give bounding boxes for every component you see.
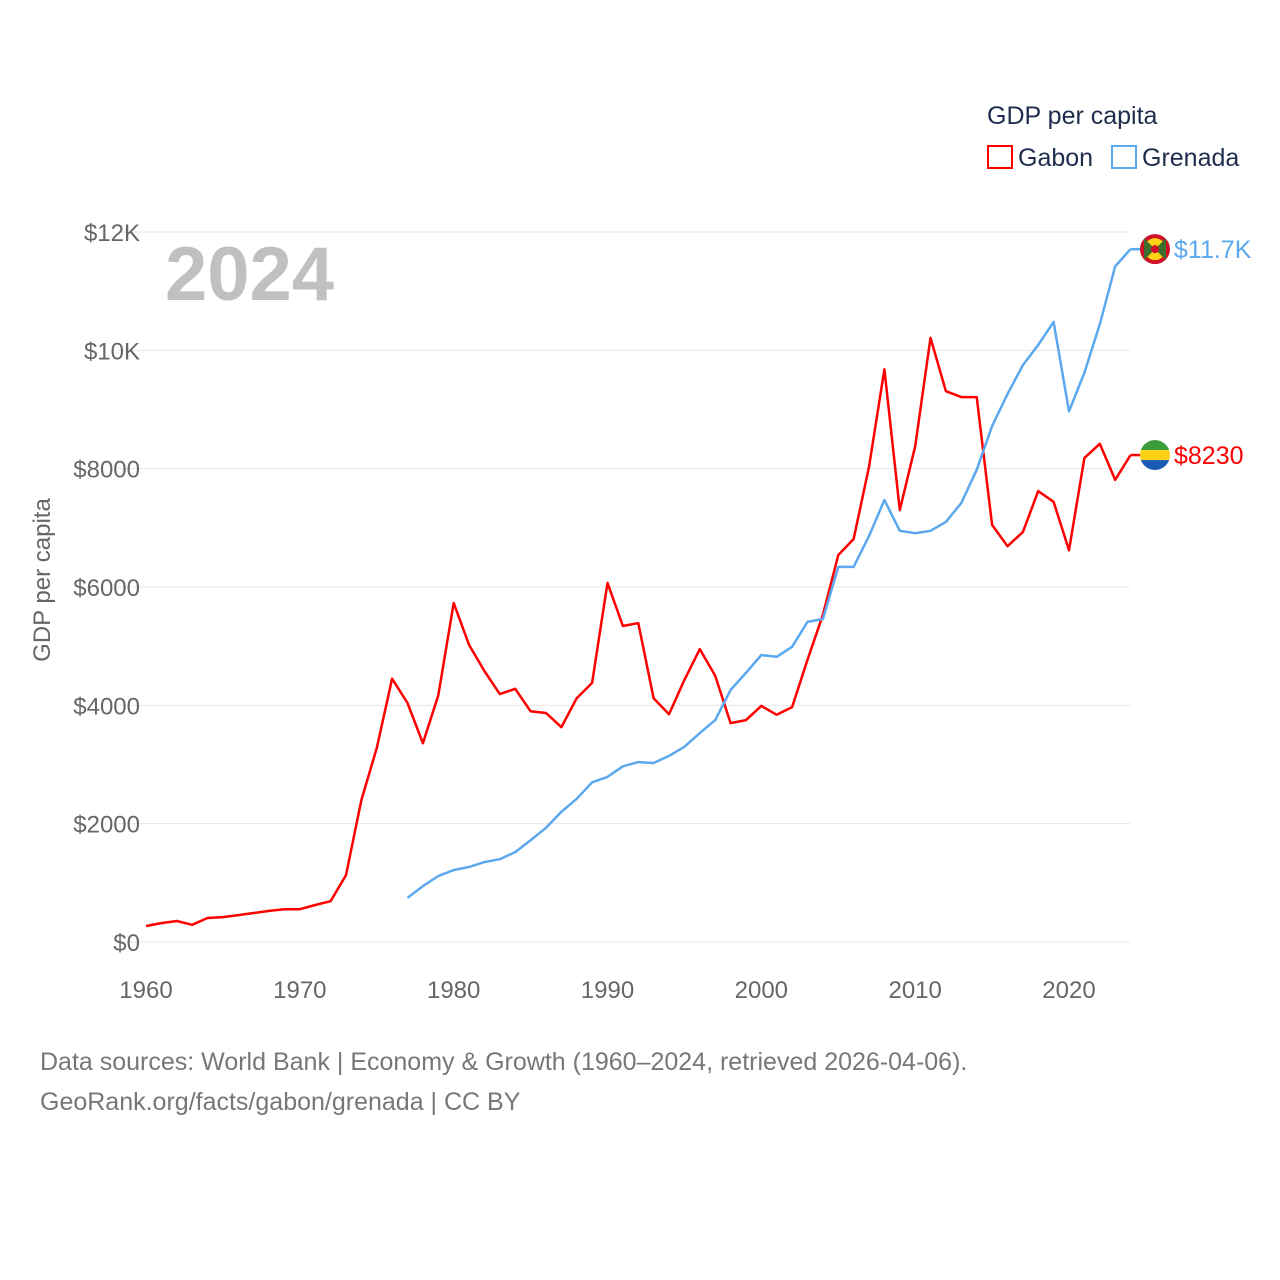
y-tick-label: $2000: [73, 812, 140, 839]
y-axis-label: GDP per capita: [29, 498, 56, 662]
y-tick-label: $12K: [84, 220, 140, 247]
end-value-label-gabon: $8230: [1174, 442, 1244, 470]
x-tick-label: 2000: [735, 977, 788, 1004]
legend-title: GDP per capita: [987, 102, 1158, 130]
footer: Data sources: World Bank | Economy & Gro…: [40, 1042, 967, 1122]
end-value-label-grenada: $11.7K: [1174, 236, 1252, 264]
gabon-flag-icon: [1140, 440, 1170, 471]
x-tick-label: 2010: [888, 977, 941, 1004]
x-tick-label: 2020: [1042, 977, 1095, 1004]
legend-item-grenada[interactable]: Grenada: [1111, 144, 1239, 172]
y-tick-label: $10K: [84, 338, 140, 365]
legend-label: Gabon: [1018, 144, 1093, 172]
legend-swatch: [1111, 145, 1137, 169]
y-tick-label: $4000: [73, 693, 140, 720]
x-tick-label: 1960: [119, 977, 172, 1004]
year-watermark: 2024: [165, 232, 334, 317]
source-link[interactable]: GeoRank.org/facts/gabon/grenada | CC BY: [40, 1088, 521, 1116]
series-line-gabon: [145, 336, 1132, 928]
y-tick-label: $8000: [73, 457, 140, 484]
y-tick-label: $0: [113, 930, 140, 957]
y-tick-label: $6000: [73, 575, 140, 602]
x-tick-label: 1970: [273, 977, 326, 1004]
series-line-grenada: [406, 248, 1132, 899]
grenada-flag-icon: [1140, 234, 1170, 265]
data-sources: Data sources: World Bank | Economy & Gro…: [40, 1048, 968, 1076]
legend-label: Grenada: [1142, 144, 1239, 172]
x-tick-label: 1990: [581, 977, 634, 1004]
legend-item-gabon[interactable]: Gabon: [987, 144, 1093, 172]
legend-swatch: [987, 145, 1013, 169]
x-tick-label: 1980: [427, 977, 480, 1004]
